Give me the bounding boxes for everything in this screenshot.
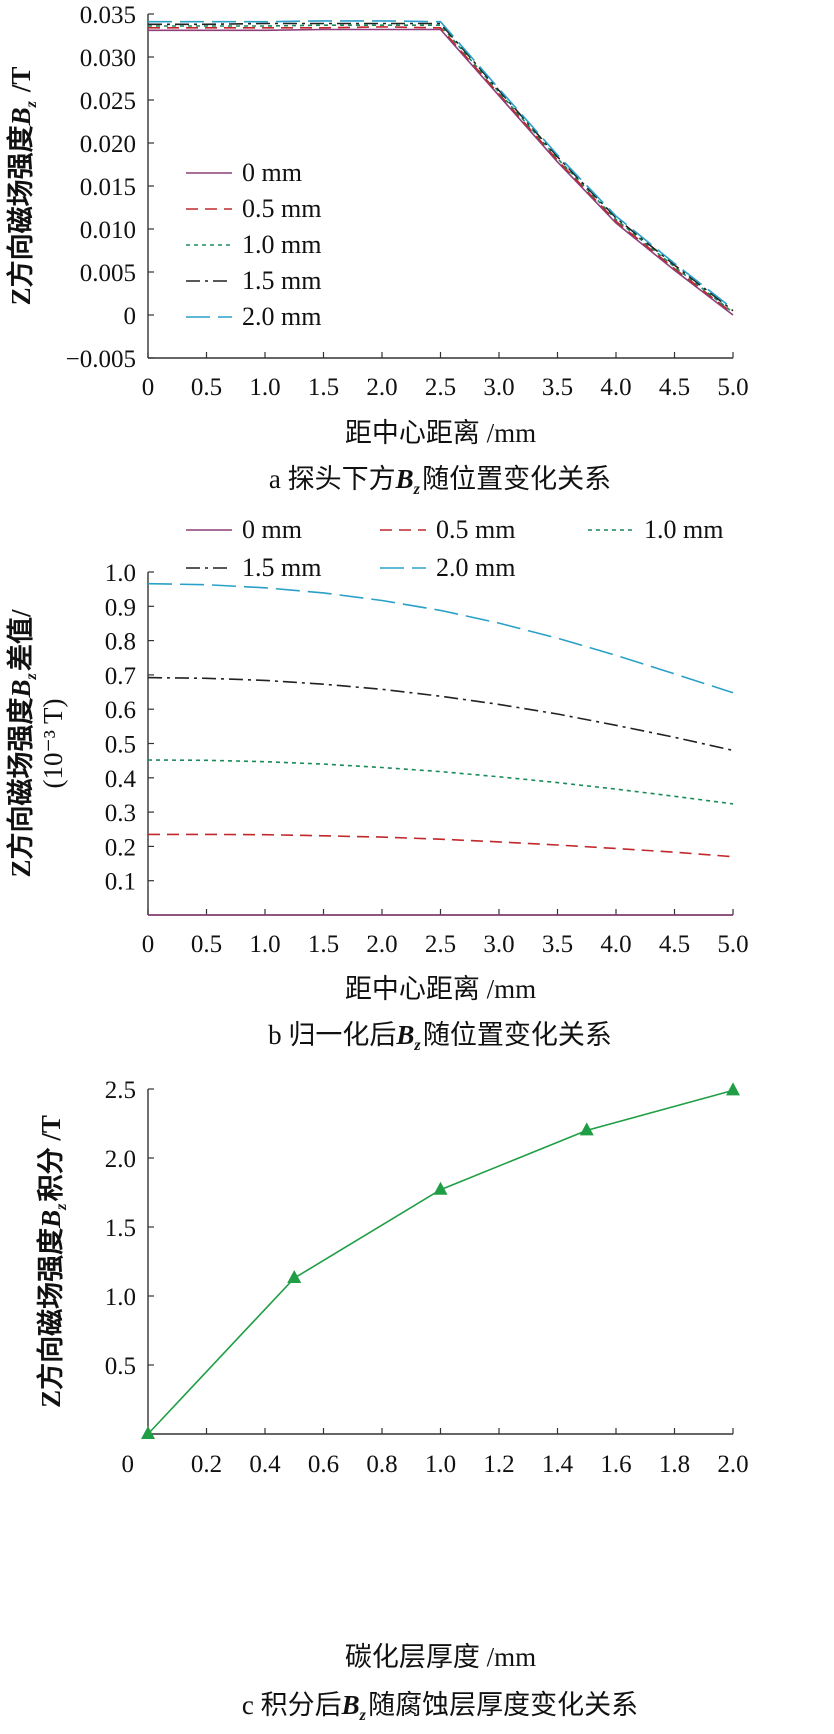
y-tick-label: 0.1 [105,869,136,896]
series-line-0-mm [148,28,734,316]
series-line-1.5-mm [148,22,734,312]
x-tick-label: 2.5 [425,931,456,958]
chart-b: 0 0.5 1.0 1.5 2.0 2.5 3.0 3.5 4.0 4.5 5.0 0.1 0.2 0.3… [5,515,749,1054]
y-tick-label: 0.9 [105,594,136,621]
legend-label: 0 mm [242,515,302,544]
x-tick-label: 1.5 [308,374,339,401]
y-tick-label: 0.7 [105,663,136,690]
series-line-1.0-mm [148,24,734,314]
svg-text:(10⁻³ T): (10⁻³ T) [38,698,68,788]
x-tick-label: 4.0 [600,374,631,401]
x-tick-label: 3.5 [542,931,573,958]
x-tick-label: 2.0 [717,1451,748,1478]
y-axis-label: Z方向磁场强度Bz /T [5,67,40,306]
x-tick-label: 1.6 [600,1451,631,1478]
legend-label: 1.0 mm [644,515,723,544]
x-tick-label: 3.5 [542,374,573,401]
y-tick-label: 0.025 [80,88,136,115]
x-tick-label: 0.8 [366,1451,397,1478]
x-tick-label: 1.0 [249,374,280,401]
series-line-0.5-mm [148,26,734,314]
x-tick-label: 2.0 [366,931,397,958]
x-tick-label: 0.4 [249,1451,281,1478]
y-tick-label: 0.010 [80,217,136,244]
figure-caption: b 归一化后Bz 随位置变化关系 [268,1020,612,1054]
data-point-marker [579,1122,594,1136]
legend-label: 2.0 mm [242,302,321,331]
y-tick-label: 0.035 [80,2,136,29]
y-tick-label: 0.015 [80,174,136,201]
y-tick-label: 0.8 [105,629,136,656]
x-tick-label: 0 [122,1451,135,1478]
x-tick-label: 0.6 [308,1451,339,1478]
x-tick-label: 2.0 [366,374,397,401]
series-line-1.5-mm [147,676,734,752]
y-tick-label: 0.2 [105,834,136,861]
y-tick-label: 0.5 [105,732,136,759]
legend-label: 1.5 mm [242,266,321,295]
x-tick-label: 4.0 [600,931,631,958]
y-tick-label: 0.6 [105,697,136,724]
series-line-0 [147,1089,734,1435]
x-tick-label: 0.5 [191,931,222,958]
y-tick-label: 1.0 [105,560,136,587]
series-line-2.0-mm [147,582,734,694]
x-tick-label: 0 [142,931,155,958]
chart-c: 0 0.2 0.4 0.6 0.8 1.0 1.2 1.4 1.6 1.8 2.0 0.5 1.0 1.5… [35,1077,749,1724]
x-tick-label: 3.0 [483,374,514,401]
x-tick-label: 1.8 [659,1451,690,1478]
series-line-0.5-mm [148,833,734,858]
y-tick-label: 0.005 [80,260,136,287]
x-tick-label: 3.0 [483,931,514,958]
x-tick-label: 0 [142,374,155,401]
x-tick-label: 1.0 [249,931,280,958]
svg-text:Z方向磁场强度Bz 差值/: Z方向磁场强度Bz 差值/ [5,609,40,878]
y-tick-label: 1.0 [105,1284,136,1311]
y-tick-label: 0.030 [80,45,136,72]
y-tick-label: 0.4 [105,766,137,793]
figure-caption: c 积分后Bz 随腐蚀层厚度变化关系 [242,1690,638,1724]
x-tick-label: 1.4 [542,1451,574,1478]
data-point-marker [726,1082,740,1096]
data-point-marker [287,1270,302,1284]
x-tick-label: 4.5 [659,374,690,401]
legend-label: 2.0 mm [436,553,515,582]
series-line-1.0-mm [147,759,734,805]
legend-label: 1.5 mm [242,553,321,582]
x-tick-label: 5.0 [717,931,748,958]
x-tick-label: 0.5 [191,374,222,401]
x-axis-label: 距中心距离 /mm [345,974,536,1004]
x-tick-label: 1.2 [483,1451,514,1478]
x-axis-label: 碳化层厚度 /mm [345,1642,536,1672]
chart-a: 0 0.5 1.0 1.5 2.0 2.5 3.0 3.5 4.0 4.5 5.0−0.00500.… [5,2,749,498]
y-axis-label: Z方向磁场强度Bz 积分 /T [35,1115,70,1408]
y-tick-label: 2.0 [105,1146,136,1173]
x-tick-label: 0.2 [191,1451,222,1478]
y-tick-label: −0.005 [66,346,136,373]
y-tick-label: 0 [124,303,137,330]
x-tick-label: 1.0 [425,1451,456,1478]
x-tick-label: 1.5 [308,931,339,958]
x-tick-label: 2.5 [425,374,456,401]
y-tick-label: 0.020 [80,131,136,158]
legend-label: 1.0 mm [242,230,321,259]
legend-label: 0.5 mm [436,515,515,544]
legend-label: 0.5 mm [242,194,321,223]
x-axis-label: 距中心距离 /mm [345,418,536,448]
series-line-2.0-mm [148,20,734,310]
svg-text:Z方向磁场强度Bz 积分 /T: Z方向磁场强度Bz 积分 /T [35,1115,70,1408]
x-tick-label: 5.0 [717,374,748,401]
figure-caption: a 探头下方Bz 随位置变化关系 [269,464,611,498]
data-point-marker [141,1426,155,1439]
x-tick-label: 4.5 [659,931,690,958]
y-tick-label: 0.5 [105,1353,136,1380]
y-axis-label: Z方向磁场强度Bz 差值/(10⁻³ T) [5,609,68,878]
y-tick-label: 0.3 [105,800,136,827]
svg-text:Z方向磁场强度Bz /T: Z方向磁场强度Bz /T [5,67,40,306]
y-tick-label: 1.5 [105,1215,136,1242]
y-tick-label: 2.5 [105,1077,136,1104]
legend-label: 0 mm [242,158,302,187]
data-point-marker [433,1181,448,1195]
